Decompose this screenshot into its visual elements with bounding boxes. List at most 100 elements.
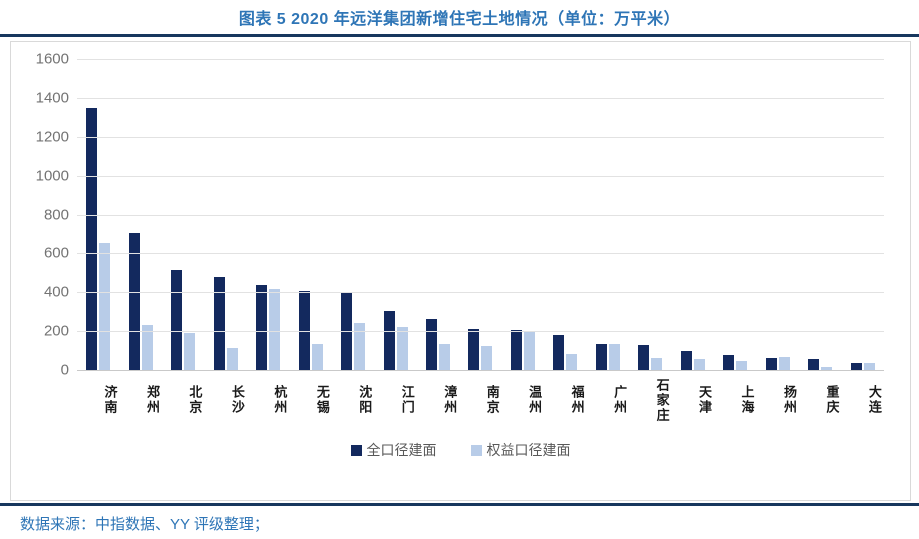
x-axis-label: 石家庄 [654, 377, 670, 423]
bar-equity-caliber [736, 360, 748, 370]
y-tick-label: 1200 [35, 128, 69, 146]
bar-group [587, 59, 629, 370]
bar-full-caliber [850, 363, 862, 370]
bar-full-caliber [510, 329, 522, 370]
x-axis-label: 温州 [527, 385, 543, 415]
x-axis-label: 漳州 [442, 385, 458, 415]
title-divider-line [0, 34, 919, 37]
bar-equity-caliber [821, 366, 833, 370]
bar-group [77, 59, 119, 370]
bar-full-caliber [128, 232, 140, 370]
bar-group [119, 59, 161, 370]
bar-equity-caliber [226, 347, 238, 370]
bar-full-caliber [808, 359, 820, 370]
x-axis-label: 杭州 [272, 385, 288, 415]
bar-full-caliber [171, 269, 183, 370]
y-tick-label: 600 [43, 244, 69, 262]
x-axis-label: 天津 [697, 385, 713, 415]
bar-equity-caliber [481, 345, 493, 370]
bars-container [77, 59, 884, 370]
chart-title: 图表 5 2020 年远洋集团新增住宅土地情况（单位：万平米） [238, 11, 681, 28]
legend-label-equity-caliber: 权益口径建面 [486, 442, 571, 458]
chart-frame: 0 200 400 600 800 1000 1200 1400 1600 济南 郑州 北京 长沙 杭州… [10, 41, 911, 501]
x-axis-label: 福州 [569, 385, 585, 415]
bar-full-caliber [723, 355, 735, 370]
bar-full-caliber [213, 277, 225, 370]
bar-equity-caliber [184, 333, 196, 370]
bar-group [204, 59, 246, 370]
y-tick-label: 800 [43, 206, 69, 223]
data-source-note: 数据来源：中指数据、YY 评级整理； [20, 516, 269, 533]
bar-full-caliber [383, 310, 395, 370]
bar-equity-caliber [311, 343, 323, 370]
bar-group [799, 59, 841, 370]
gridline [77, 292, 884, 294]
plot-area [77, 59, 884, 371]
gridline [77, 175, 884, 177]
bar-full-caliber [86, 107, 98, 370]
bar-group [544, 59, 586, 370]
gridline [77, 214, 884, 216]
bar-group [672, 59, 714, 370]
bar-equity-caliber [778, 356, 790, 370]
bar-full-caliber [680, 350, 692, 370]
bar-equity-caliber [863, 362, 875, 370]
x-axis-label: 郑州 [144, 385, 160, 415]
x-axis-label: 北京 [187, 385, 203, 415]
bar-group [629, 59, 671, 370]
legend: 全口径建面 权益口径建面 [11, 440, 910, 460]
x-axis-label: 大连 [866, 385, 882, 415]
x-axis-labels: 济南 郑州 北京 长沙 杭州 无锡 沈阳 江门 漳州 南京 温州 福州 广州 石家庄 天津 上海 扬州 重庆 大连 [77, 374, 884, 426]
x-axis-label: 江门 [399, 385, 415, 415]
bar-equity-caliber [566, 354, 578, 370]
bar-group [162, 59, 204, 370]
bar-full-caliber [468, 328, 480, 370]
y-tick-label: 400 [43, 283, 69, 301]
bar-equity-caliber [141, 325, 153, 370]
bar-group [841, 59, 883, 370]
bar-equity-caliber [651, 357, 663, 370]
bar-equity-caliber [693, 358, 705, 370]
gridline [77, 59, 884, 60]
legend-swatch-full-caliber-icon [350, 444, 362, 456]
bar-equity-caliber [354, 323, 366, 370]
bar-full-caliber [638, 344, 650, 370]
legend-swatch-equity-caliber-icon [470, 444, 482, 456]
y-axis: 0 200 400 600 800 1000 1200 1400 1600 [11, 51, 77, 379]
gridline [77, 253, 884, 255]
bar-full-caliber [553, 335, 565, 370]
bar-group [289, 59, 331, 370]
bar-group [417, 59, 459, 370]
y-tick-label: 0 [60, 361, 69, 379]
bar-group [714, 59, 756, 370]
gridline [77, 136, 884, 138]
y-tick-label: 1400 [35, 89, 69, 107]
bar-group [459, 59, 501, 370]
bar-group [374, 59, 416, 370]
x-axis-label: 长沙 [229, 385, 245, 415]
bar-group [757, 59, 799, 370]
bar-equity-caliber [438, 344, 450, 370]
legend-label-full-caliber: 全口径建面 [366, 442, 437, 458]
bar-full-caliber [298, 291, 310, 370]
x-axis-label: 南京 [484, 385, 500, 415]
x-axis-label: 沈阳 [357, 385, 373, 415]
bar-full-caliber [425, 318, 437, 370]
bar-group [247, 59, 289, 370]
x-axis-label: 重庆 [824, 385, 840, 415]
y-tick-label: 200 [43, 322, 69, 340]
x-axis-label: 广州 [612, 385, 628, 415]
footer-divider-line [0, 503, 919, 506]
bar-equity-caliber [269, 289, 281, 370]
y-tick-label: 1600 [35, 50, 69, 68]
bar-full-caliber [595, 344, 607, 370]
bar-group [502, 59, 544, 370]
bar-equity-caliber [396, 327, 408, 370]
x-axis-line [77, 370, 884, 371]
legend-item-equity-caliber: 权益口径建面 [470, 440, 571, 460]
bar-equity-caliber [523, 331, 535, 370]
x-axis-label: 济南 [102, 385, 118, 415]
bar-equity-caliber [608, 343, 620, 370]
gridline [77, 97, 884, 99]
bar-equity-caliber [99, 242, 111, 370]
